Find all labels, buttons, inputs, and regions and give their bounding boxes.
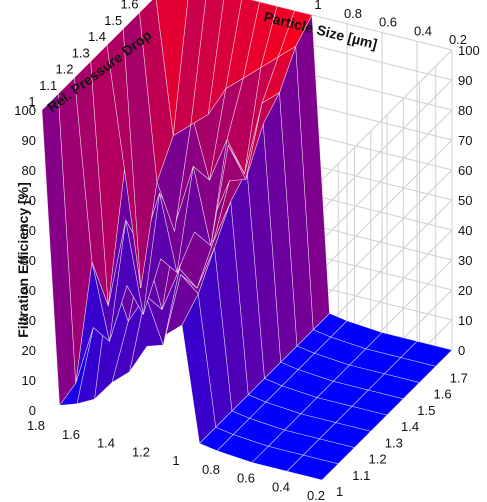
x-tick-label-back: 0.6	[379, 15, 397, 30]
z-tick-label-left: 0	[29, 403, 36, 418]
y-tick-label-right: 1.2	[369, 452, 387, 467]
z-tick-label-right: 0	[458, 343, 465, 358]
y-tick-label-right: 1.3	[385, 435, 403, 450]
y-tick-label-right: 1.5	[417, 403, 435, 418]
z-tick-label-right: 100	[458, 43, 480, 58]
z-tick-label-right: 90	[458, 73, 472, 88]
y-tick-label-right: 1.7	[450, 370, 468, 385]
x-tick-label-back: 1	[314, 0, 321, 12]
surface-layer	[41, 0, 453, 481]
x-tick-label-front: 0.2	[307, 488, 325, 502]
z-tick-label-right: 60	[458, 163, 472, 178]
label-layer: 0 10 20 30 40 50 60 70 80 90 100 0 10 20 30 40 50 60 70 80 9…	[14, 0, 479, 502]
x-tick-label-front: 1.2	[132, 444, 150, 459]
z-tick-label-left: 50	[22, 253, 36, 268]
y-tick-label-right: 1.6	[434, 387, 452, 402]
y-tick-label-left: 1.1	[39, 78, 57, 93]
surface-patch	[155, 0, 189, 136]
x-tick-label-front: 1	[172, 453, 179, 468]
y-tick-label-left: 1.4	[88, 29, 106, 44]
z-tick-label-right: 80	[458, 103, 472, 118]
z-tick-label-left: 70	[22, 193, 36, 208]
z-tick-label-left: 30	[22, 313, 36, 328]
z-tick-label-left: 80	[22, 163, 36, 178]
z-tick-label-left: 60	[22, 223, 36, 238]
z-axis-title: Filtration Efficiency [%]	[15, 182, 31, 338]
z-tick-label-left: 90	[22, 133, 36, 148]
y-tick-label-left: 1.3	[72, 45, 90, 60]
x-tick-label-back: 0.4	[414, 23, 432, 38]
y-tick-label-right: 1.4	[401, 419, 419, 434]
x-tick-label-front: 1.4	[97, 436, 115, 451]
z-tick-label-left: 20	[22, 343, 36, 358]
y-tick-label-left: 1.2	[55, 62, 73, 77]
x-tick-label-front: 1.6	[62, 427, 80, 442]
x-tick-label-front: 1.8	[27, 418, 45, 433]
z-tick-label-right: 40	[458, 223, 472, 238]
z-tick-label-left: 100	[14, 103, 36, 118]
y-tick-label-right: 1	[336, 484, 343, 499]
y-tick-label-left: 1.5	[104, 13, 122, 28]
x-tick-label-back: 0.8	[344, 6, 362, 21]
x-tick-label-front: 0.8	[202, 462, 220, 477]
z-tick-label-left: 10	[22, 373, 36, 388]
x-tick-label-front: 0.6	[237, 471, 255, 486]
z-tick-label-right: 20	[458, 283, 472, 298]
y-tick-label-right: 1.1	[352, 468, 370, 483]
x-tick-label-back: 0.2	[449, 32, 467, 47]
z-tick-label-left: 40	[22, 283, 36, 298]
y-tick-label-left: 1.6	[120, 0, 138, 12]
x-tick-label-front: 0.4	[272, 479, 290, 494]
z-tick-label-right: 10	[458, 313, 472, 328]
z-tick-label-right: 50	[458, 193, 472, 208]
y-tick-label-left: 1	[28, 94, 35, 109]
z-tick-label-right: 30	[458, 253, 472, 268]
z-tick-label-right: 70	[458, 133, 472, 148]
